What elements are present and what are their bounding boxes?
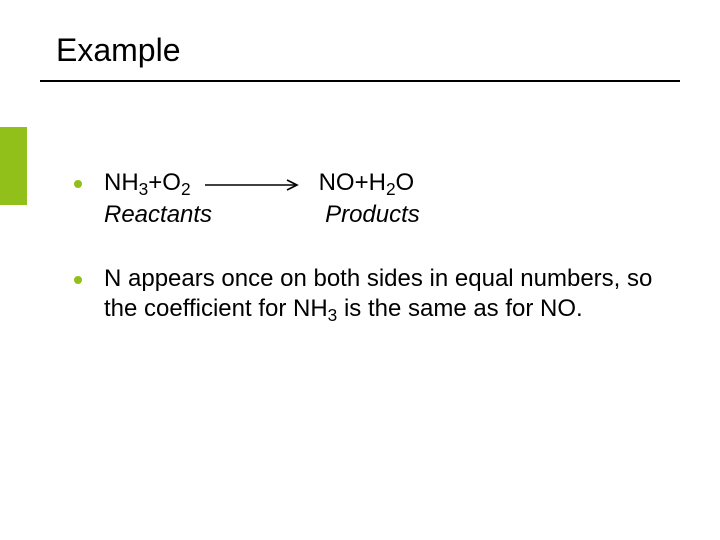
nh-base: NH [104,168,139,198]
rhs-no: NO [319,168,355,198]
bullet-dot-icon [74,276,82,284]
bullet-explanation: N appears once on both sides in equal nu… [74,264,664,324]
equation-line: NH3 + O2 NO + H2O [104,168,664,198]
lhs-nh3: NH3 [104,168,148,198]
accent-bar [0,127,27,205]
h2-sub: 2 [386,179,396,201]
bullet-equation: NH3 + O2 NO + H2O [74,168,664,230]
reaction-arrow-icon [205,179,301,191]
plus-1: + [148,168,162,198]
bullet-equation-body: NH3 + O2 NO + H2O [104,168,664,230]
para-seg2: is the same as for NO. [337,295,582,322]
nh3-sub: 3 [139,179,149,201]
label-gap [212,200,325,230]
label-reactants: Reactants [104,200,212,230]
content-area: NH3 + O2 NO + H2O [74,168,664,358]
h-base: H [369,168,386,198]
lhs-o2: O2 [162,168,190,198]
rhs-h2o: H2O [369,168,415,198]
bullet-dot-icon [74,180,82,188]
para-nh3-sub: 3 [328,305,338,325]
slide: Example NH3 + O2 NO [0,0,720,540]
o2-sub: 2 [181,179,191,201]
label-products: Products [325,200,420,230]
labels-line: Reactants Products [104,200,664,230]
title-underline [40,80,680,82]
explanation-text: N appears once on both sides in equal nu… [104,264,664,324]
plus-2: + [355,168,369,198]
o-base: O [162,168,181,198]
o-tail: O [396,168,415,198]
slide-title: Example [56,32,181,69]
